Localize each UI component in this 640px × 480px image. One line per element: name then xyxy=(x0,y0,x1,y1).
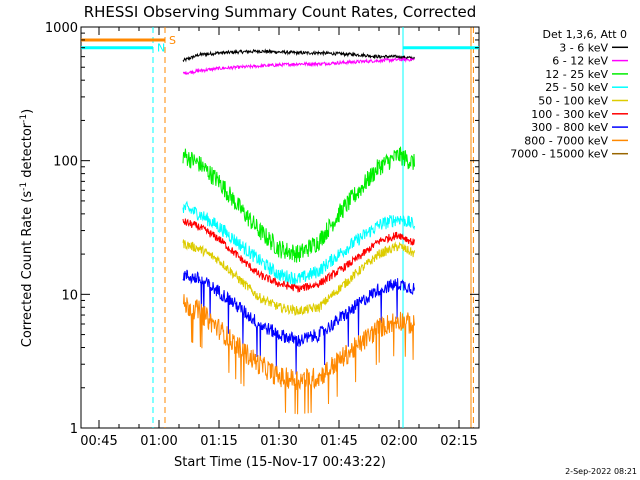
x-tick-label-0: 00:45 xyxy=(80,434,117,449)
annotations-layer: SN xyxy=(81,27,479,428)
x-tick-label-2: 01:15 xyxy=(200,434,237,449)
series-line-3 xyxy=(182,200,415,285)
y-tick-label-0: 1 xyxy=(70,422,78,437)
legend-label-1: 6 - 12 keV xyxy=(552,55,608,68)
y-axis-title-sup-1: -1 xyxy=(19,182,29,191)
y-tick-label-3: 1000 xyxy=(45,21,78,36)
date-stamp: 2-Sep-2022 08:21 xyxy=(565,467,637,476)
axes-layer: 00:45 01:00 01:15 01:30 01:45 02:00 02:15 1 10 10… xyxy=(45,21,480,449)
y-tick-label-1: 10 xyxy=(61,288,78,303)
x-tick-label-5: 02:00 xyxy=(380,434,417,449)
series-line-4 xyxy=(182,239,415,316)
x-tick-label-6: 02:15 xyxy=(440,434,477,449)
series-line-5 xyxy=(182,218,415,293)
y-axis-title-part-2: detector xyxy=(20,122,35,182)
x-axis-title: Start Time (15-Nov-17 00:43:22) xyxy=(174,455,386,470)
legend-label-2: 12 - 25 keV xyxy=(545,68,608,81)
legend-header: Det 1,3,6, Att 0 xyxy=(543,28,627,41)
legend-label-8: 7000 - 15000 keV xyxy=(510,148,608,161)
series-line-6 xyxy=(182,269,415,375)
series-layer xyxy=(182,48,415,415)
legend-label-7: 800 - 7000 keV xyxy=(524,134,608,147)
series-line-1 xyxy=(182,57,415,76)
annotation-band-label-5: S xyxy=(169,34,176,47)
legend-label-4: 50 - 100 keV xyxy=(538,95,608,108)
legend-label-3: 25 - 50 keV xyxy=(545,81,608,94)
legend-label-6: 300 - 800 keV xyxy=(531,121,608,134)
x-tick-label-3: 01:30 xyxy=(260,434,297,449)
plot-area xyxy=(80,26,480,429)
y-axis-title-part-3: ) xyxy=(20,109,35,114)
y-axis-title-sup-2: -1 xyxy=(19,114,29,123)
chart-title: RHESSI Observing Summary Count Rates, Co… xyxy=(84,3,477,21)
x-tick-label-4: 01:45 xyxy=(320,434,357,449)
annotation-band-label-6: N xyxy=(157,42,165,55)
y-tick-label-2: 100 xyxy=(53,155,78,170)
x-tick-label-1: 01:00 xyxy=(140,434,177,449)
series-line-7 xyxy=(183,294,415,415)
legend-label-5: 100 - 300 keV xyxy=(531,108,608,121)
series-line-0 xyxy=(182,48,415,63)
series-line-2 xyxy=(182,146,415,263)
y-axis-title: Corrected Count Rate (s-1 detector-1) xyxy=(19,109,35,347)
y-axis-title-part-1: Corrected Count Rate (s xyxy=(20,191,35,348)
legend-label-0: 3 - 6 keV xyxy=(559,41,608,54)
